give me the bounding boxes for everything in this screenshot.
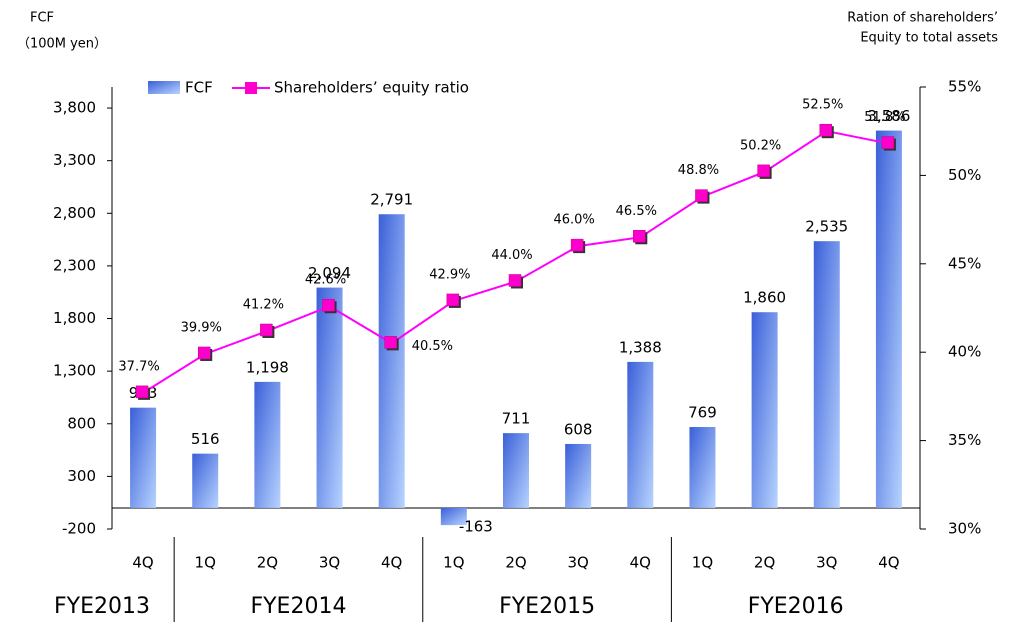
ratio-marker bbox=[757, 164, 770, 178]
bar-label: 711 bbox=[502, 410, 531, 428]
bar bbox=[378, 214, 405, 508]
bar bbox=[192, 453, 219, 508]
ratio-marker bbox=[197, 346, 211, 360]
bar bbox=[751, 312, 778, 508]
ratio-marker bbox=[508, 274, 522, 287]
group-label: FYE2014 bbox=[250, 594, 346, 619]
x-tick-label: 1Q bbox=[195, 554, 216, 572]
ratio-label: 51.8% bbox=[864, 110, 905, 125]
ratio-marker bbox=[633, 230, 646, 243]
ratio-marker bbox=[384, 336, 397, 349]
x-tick-label: 1Q bbox=[443, 554, 464, 572]
bar bbox=[565, 443, 592, 508]
ratio-marker bbox=[819, 123, 833, 137]
y2-tick-label: 55% bbox=[948, 78, 981, 96]
bar-label: 2,094 bbox=[308, 264, 351, 282]
y-tick-label: -200 bbox=[62, 520, 96, 538]
y-tick-label: 2,800 bbox=[53, 204, 96, 222]
y2-tick-label: 40% bbox=[948, 343, 981, 361]
x-tick-label: 3Q bbox=[816, 554, 837, 572]
bar-label: 769 bbox=[688, 404, 717, 422]
bar-label: 2,791 bbox=[370, 191, 413, 209]
bar-label: 3,586 bbox=[867, 107, 910, 125]
ratio-marker bbox=[135, 385, 149, 399]
y2-tick-label: 45% bbox=[948, 254, 981, 272]
ratio-label: 48.8% bbox=[678, 163, 719, 178]
bar-label: -163 bbox=[459, 518, 493, 536]
y2-tick-label: 30% bbox=[948, 520, 981, 538]
y-tick-label: 1,300 bbox=[53, 362, 96, 380]
group-label: FYE2016 bbox=[748, 594, 844, 619]
ratio-marker bbox=[446, 293, 460, 307]
x-tick-label: 4Q bbox=[630, 554, 651, 572]
y2-axis-title: Ration of shareholders’ bbox=[847, 11, 998, 26]
legend-swatch bbox=[148, 81, 180, 94]
ratio-label: 46.5% bbox=[616, 204, 657, 219]
y-tick-label: 3,300 bbox=[53, 151, 96, 169]
ratio-marker bbox=[570, 238, 584, 252]
bar bbox=[627, 361, 654, 508]
ratio-marker bbox=[695, 189, 708, 202]
ratio-marker bbox=[260, 323, 273, 337]
ratio-label: 52.5% bbox=[802, 98, 843, 113]
bar bbox=[254, 381, 281, 508]
x-tick-label: 1Q bbox=[692, 554, 713, 572]
bar-label: 1,388 bbox=[619, 338, 662, 356]
bar bbox=[316, 287, 343, 508]
ratio-marker bbox=[881, 136, 895, 149]
ratio-label: 39.9% bbox=[181, 320, 222, 335]
bar bbox=[503, 433, 529, 508]
x-tick-label: 2Q bbox=[505, 554, 526, 572]
y-axis-title: FCF bbox=[30, 11, 54, 26]
bar bbox=[440, 507, 467, 526]
ratio-marker bbox=[322, 298, 335, 312]
bar bbox=[875, 130, 902, 508]
bar-label: 1,198 bbox=[246, 358, 289, 376]
legend-marker bbox=[245, 82, 257, 94]
y-tick-label: 300 bbox=[67, 467, 96, 485]
x-tick-label: 4Q bbox=[132, 554, 153, 572]
legend-label: FCF bbox=[185, 79, 213, 97]
bar bbox=[813, 241, 840, 508]
y-tick-label: 2,300 bbox=[53, 256, 96, 274]
ratio-label: 42.9% bbox=[429, 267, 470, 282]
bar bbox=[130, 407, 157, 508]
ratio-label: 46.0% bbox=[553, 213, 594, 228]
y-tick-label: 800 bbox=[67, 414, 96, 432]
y2-tick-label: 50% bbox=[948, 166, 981, 184]
legend-label: Shareholders’ equity ratio bbox=[274, 79, 469, 97]
bar-label: 1,860 bbox=[743, 289, 786, 307]
bar-label: 608 bbox=[564, 420, 593, 438]
x-tick-label: 3Q bbox=[319, 554, 340, 572]
ratio-label: 50.2% bbox=[740, 138, 781, 153]
y-tick-label: 3,800 bbox=[53, 99, 96, 117]
y2-tick-label: 35% bbox=[948, 431, 981, 449]
x-tick-label: 3Q bbox=[567, 554, 588, 572]
group-label: FYE2013 bbox=[54, 594, 150, 619]
x-tick-label: 2Q bbox=[257, 554, 278, 572]
x-tick-label: 2Q bbox=[754, 554, 775, 572]
group-label: FYE2015 bbox=[499, 594, 595, 619]
ratio-label: 41.2% bbox=[243, 297, 284, 312]
y2-axis-title: Equity to total assets bbox=[860, 31, 998, 46]
y-axis-title: （100M yen） bbox=[17, 37, 107, 52]
ratio-label: 42.6% bbox=[305, 273, 346, 288]
bar-label: 516 bbox=[191, 430, 220, 448]
bar bbox=[689, 427, 716, 508]
x-tick-label: 4Q bbox=[381, 554, 402, 572]
ratio-label: 40.5% bbox=[412, 339, 453, 354]
x-tick-label: 4Q bbox=[878, 554, 899, 572]
y-tick-label: 1,800 bbox=[53, 309, 96, 327]
ratio-label: 44.0% bbox=[491, 248, 532, 263]
ratio-label: 37.7% bbox=[118, 359, 159, 374]
bar-label: 2,535 bbox=[805, 218, 848, 236]
